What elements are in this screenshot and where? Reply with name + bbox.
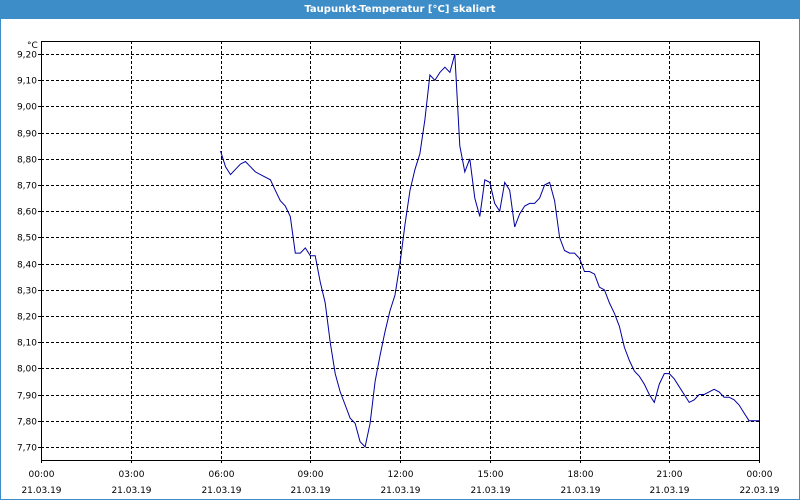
window-title: Taupunkt-Temperatur [°C] skaliert [1,1,799,19]
y-tick-label: 8,80 [17,156,37,166]
x-tick-time-label: 06:00 [209,470,235,480]
x-tick-date-label: 22.03.19 [739,486,779,496]
y-tick-label: 8,00 [17,365,37,375]
y-axis: 9,20 9,10 9,00 8,90 8,80 8,70 8,60 8,50 8,40 8,30… [17,51,41,454]
x-axis: 00:00 21.03.19 03:00 21.03.19 06:00 21.03.19 0… [21,460,780,496]
y-tick-label: 8,30 [17,287,37,297]
x-tick-date-label: 21.03.19 [470,486,510,496]
y-tick-label: 7,80 [17,418,37,428]
x-tick-date-label: 21.03.19 [290,486,330,496]
x-tick-date-label: 21.03.19 [380,486,420,496]
y-tick-label: 8,20 [17,313,37,323]
y-tick-label: 9,20 [17,51,37,61]
x-tick-time-label: 18:00 [568,470,594,480]
x-tick-date-label: 21.03.19 [111,486,151,496]
y-tick-label: 9,10 [17,77,37,87]
x-tick-time-label: 00:00 [29,470,55,480]
x-tick-time-label: 15:00 [478,470,504,480]
y-tick-label: 8,70 [17,182,37,192]
y-tick-label: 8,40 [17,261,37,271]
x-tick-date-label: 21.03.19 [649,486,689,496]
x-tick-time-label: 12:00 [388,470,414,480]
y-tick-label: 8,90 [17,130,37,140]
y-tick-label: 7,70 [17,444,37,454]
y-tick-label: 8,10 [17,339,37,349]
y-tick-label: 9,00 [17,103,37,113]
y-tick-label: 8,50 [17,234,37,244]
x-tick-time-label: 03:00 [119,470,145,480]
x-tick-time-label: 09:00 [298,470,324,480]
x-tick-date-label: 21.03.19 [201,486,241,496]
x-tick-date-label: 21.03.19 [560,486,600,496]
y-tick-label: 7,90 [17,392,37,402]
y-tick-label: 8,60 [17,208,37,218]
y-axis-unit: °C [27,41,38,51]
x-tick-date-label: 21.03.19 [21,486,61,496]
x-tick-time-label: 21:00 [657,470,683,480]
x-tick-time-label: 00:00 [747,470,773,480]
series-line [220,53,759,448]
